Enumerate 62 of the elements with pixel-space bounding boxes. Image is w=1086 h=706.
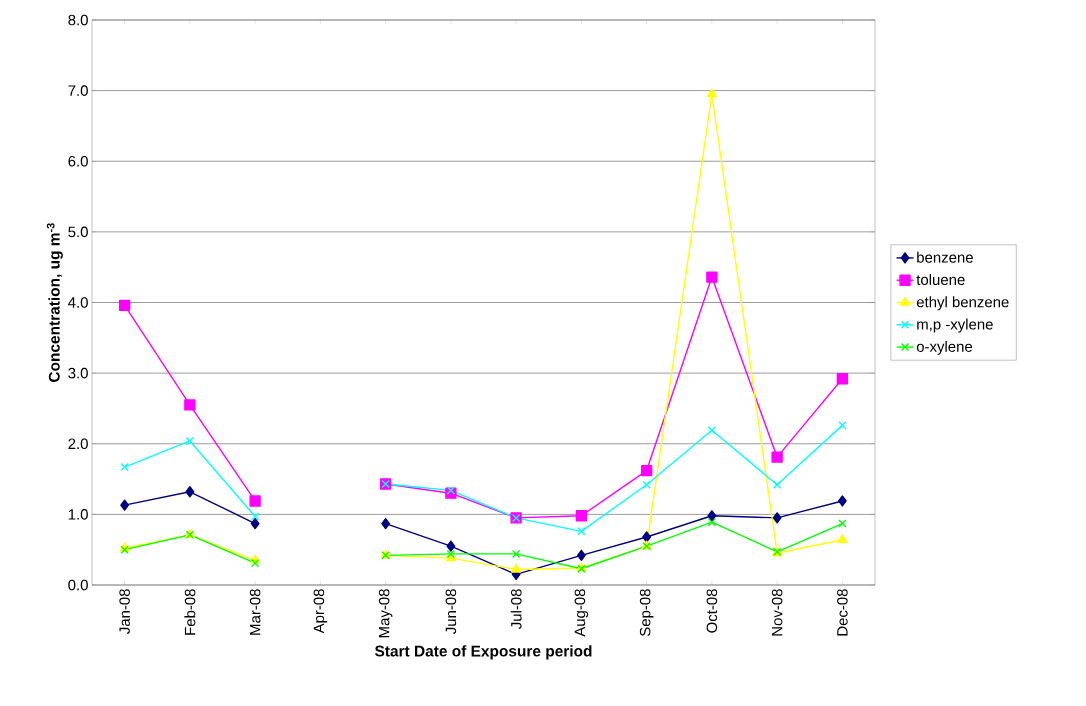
x-tick-label: Feb-08 [184, 589, 196, 635]
y-tick-label: 2.0 [68, 438, 88, 450]
point [120, 499, 130, 511]
point [120, 462, 129, 472]
x-axis-title: Start Date of Exposure period [374, 645, 592, 660]
x-tick-label: May-08 [378, 589, 393, 638]
point [185, 436, 195, 446]
point [640, 464, 653, 477]
y-tick-label: 5.0 [68, 226, 88, 238]
x-tick-label: Jan-08 [119, 589, 130, 634]
point [184, 399, 196, 411]
point [706, 88, 717, 98]
legend-label: m,p -xylene [917, 318, 993, 333]
y-tick-label: 7.0 [68, 85, 88, 96]
y-tick-label: 1.0 [68, 509, 88, 520]
point [707, 517, 717, 527]
legend-label: ethyl benzene [916, 296, 1009, 311]
point [838, 421, 847, 430]
point [576, 549, 586, 562]
point [575, 510, 588, 522]
y-tick-label: 8.0 [68, 14, 88, 26]
y-axis-title: Concentration, ug m$^{-3}$ [46, 223, 63, 382]
point [381, 517, 391, 530]
point [707, 426, 717, 435]
point [838, 519, 847, 528]
y-tick-label: 3.0 [68, 367, 88, 379]
legend-label: o-xylene [916, 340, 973, 355]
point [837, 534, 848, 543]
legend-label: benzene [917, 251, 973, 263]
point [249, 495, 261, 507]
x-tick-label: Jun-08 [445, 589, 457, 634]
point [446, 486, 456, 495]
point [707, 510, 717, 522]
y-tick-label: 4.0 [68, 297, 88, 308]
x-tick-label: Dec-08 [837, 589, 848, 636]
point [836, 373, 849, 385]
y-tick-label: 0.0 [68, 579, 88, 591]
x-tick-label: Sep-08 [639, 589, 654, 637]
x-tick-label: Oct-08 [706, 589, 718, 633]
point [250, 512, 260, 521]
x-tick-label: Aug-08 [574, 589, 589, 637]
point [772, 512, 782, 524]
point [577, 527, 586, 536]
point [772, 480, 782, 489]
legend-label: toluene [916, 274, 965, 286]
x-tick-label: Mar-08 [249, 589, 261, 635]
point [511, 563, 522, 573]
point [642, 531, 652, 543]
point [771, 451, 783, 463]
x-tick-label: Jul-08 [510, 589, 522, 629]
point [837, 495, 847, 507]
point [706, 271, 718, 283]
y-tick-label: 6.0 [68, 155, 88, 167]
x-tick-label: Apr-08 [313, 589, 328, 634]
point [250, 558, 260, 568]
point [511, 549, 521, 559]
x-tick-label: Nov-08 [771, 589, 783, 636]
point [185, 486, 195, 498]
point [446, 540, 456, 552]
point [118, 299, 131, 311]
point [250, 517, 260, 530]
point [642, 480, 651, 489]
